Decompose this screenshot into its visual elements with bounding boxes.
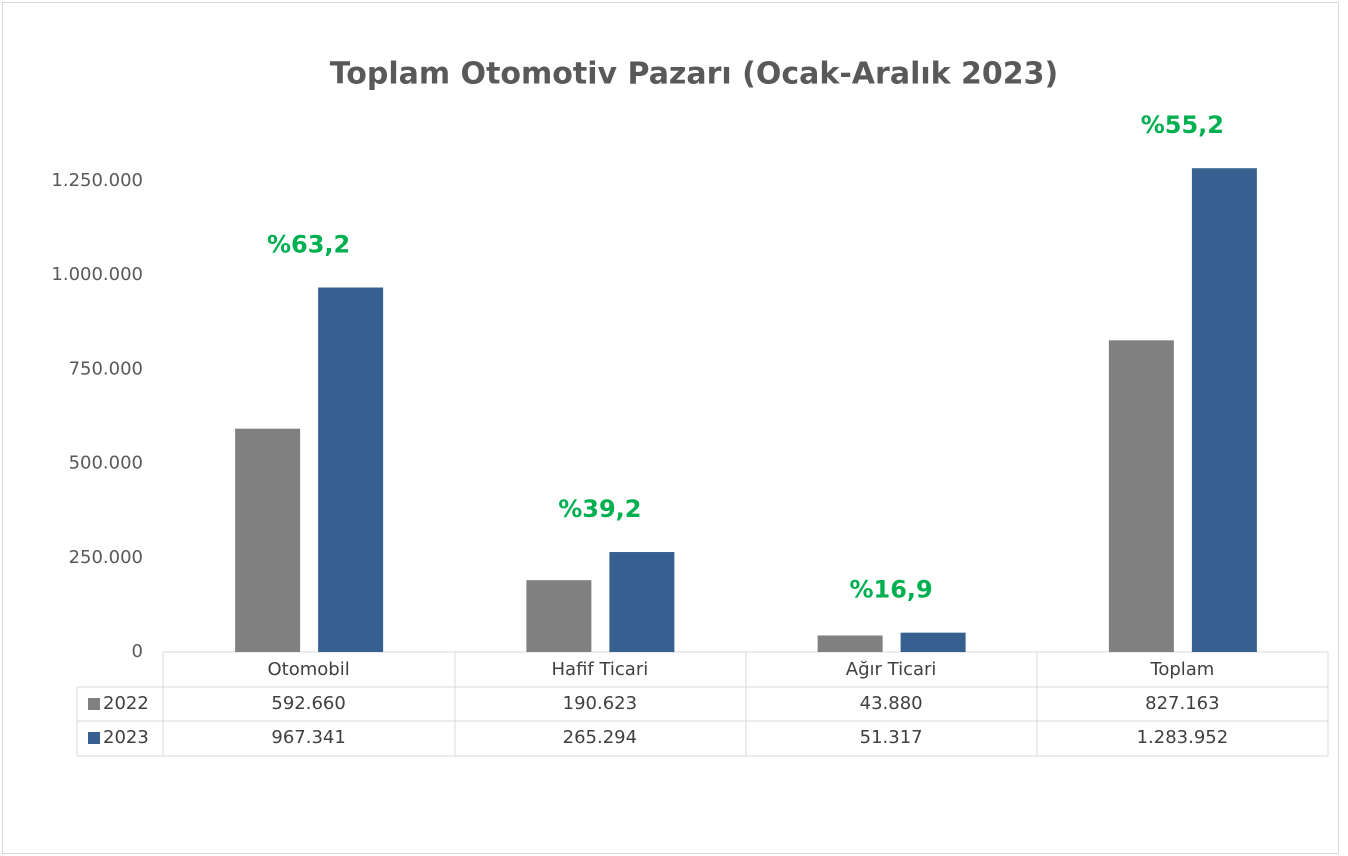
bar	[1108, 340, 1174, 652]
legend-swatch	[88, 698, 100, 710]
bar	[900, 632, 966, 652]
table-value: 190.623	[563, 693, 637, 714]
table-value: 967.341	[271, 727, 345, 748]
bar	[1191, 168, 1257, 652]
chart-title: Toplam Otomotiv Pazarı (Ocak-Aralık 2023…	[330, 57, 1058, 92]
table-value: 43.880	[860, 693, 923, 714]
table-value: 51.317	[860, 727, 923, 748]
bar	[318, 287, 384, 652]
y-tick-label: 0	[132, 641, 143, 662]
growth-label: %55,2	[1141, 111, 1224, 139]
growth-label: %39,2	[558, 495, 641, 523]
bar	[817, 635, 883, 652]
growth-label: %63,2	[267, 231, 350, 259]
table-value: 592.660	[271, 693, 345, 714]
y-tick-label: 750.000	[69, 358, 143, 379]
x-tick-label: Ağır Ticari	[846, 659, 937, 680]
bar	[526, 580, 592, 652]
y-tick-label: 1.000.000	[51, 264, 143, 285]
x-tick-label: Toplam	[1149, 659, 1214, 680]
y-tick-label: 1.250.000	[51, 170, 143, 191]
table-value: 827.163	[1145, 693, 1219, 714]
table-value: 1.283.952	[1137, 727, 1229, 748]
x-tick-label: Otomobil	[268, 659, 350, 680]
legend-swatch	[88, 732, 100, 744]
legend-label: 2022	[103, 693, 149, 714]
y-tick-label: 250.000	[69, 547, 143, 568]
bar	[235, 428, 301, 652]
table-value: 265.294	[563, 727, 637, 748]
legend-label: 2023	[103, 727, 149, 748]
growth-label: %16,9	[849, 576, 932, 604]
y-tick-label: 500.000	[69, 453, 143, 474]
bar	[609, 552, 675, 652]
x-tick-label: Hafif Ticari	[552, 659, 649, 680]
